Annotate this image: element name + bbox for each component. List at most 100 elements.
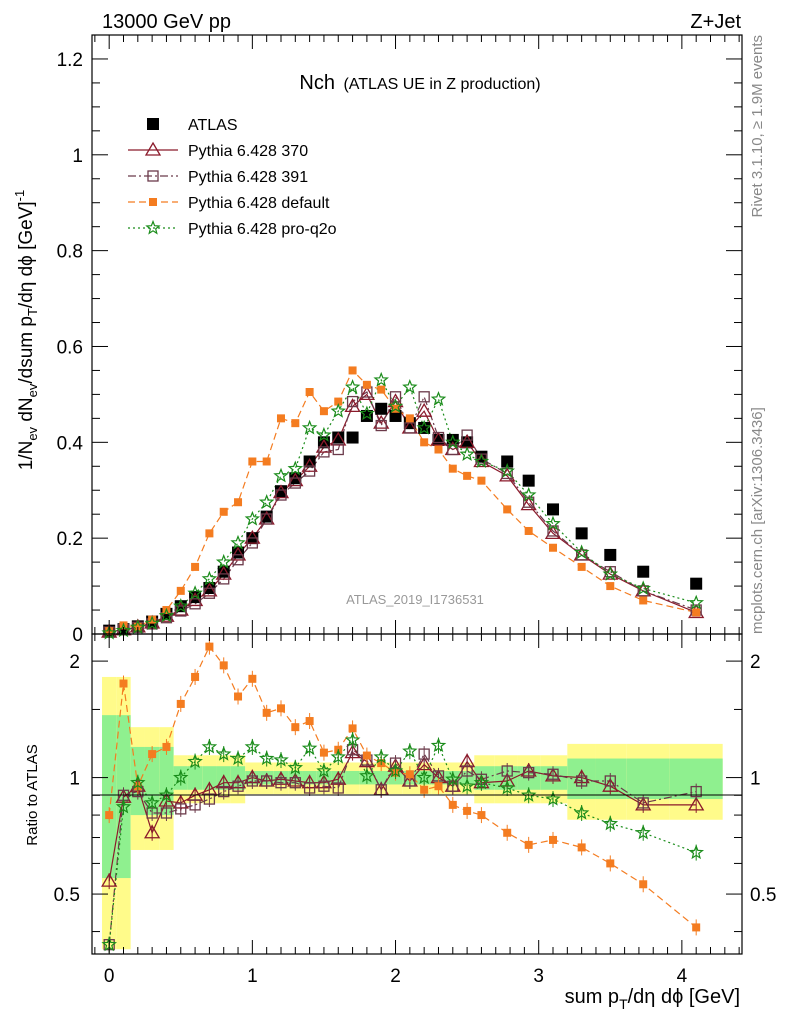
ratio-marker-3-20 [387,762,404,778]
marker-1-18 [358,386,376,401]
y-tick-label-3: 0.6 [57,337,83,358]
ratio-marker-2-12 [276,704,285,713]
marker-2-20 [389,391,402,403]
ratio-marker-2-6 [191,672,200,681]
marker-3-21 [405,414,414,423]
marker-4-14 [301,419,318,435]
ratio-marker-1-32 [637,797,649,809]
band-green-6 [187,766,203,790]
marker-4-17 [344,379,361,394]
line-3 [108,369,697,632]
ratio-marker-3-26 [473,774,490,790]
band-green-17 [345,770,360,785]
marker-0-30 [575,527,588,540]
marker-2-22 [418,391,430,403]
x-tick-label-2: 2 [390,966,401,987]
y-axis-label: 1/Nev dNev/dsum pT/dη dϕ [GeV]-1 [12,190,40,471]
marker-3-32 [639,596,648,605]
marker-2-19 [375,419,387,432]
marker-1-31 [602,565,619,580]
marker-2-8 [218,573,230,585]
marker-2-30 [575,549,588,561]
ratio-marker-2-1 [119,679,128,688]
ratio-marker-3-18 [359,767,375,783]
marker-4-7 [201,570,218,586]
x-tick-label-0: 0 [104,966,115,987]
marker-3-18 [362,380,371,389]
ratio-marker-3-4 [158,787,175,802]
ratio-marker-1-13 [289,777,301,789]
marker-3-25 [463,471,472,480]
marker-0-9 [232,546,245,559]
marker-3-12 [276,414,285,423]
marker-4-31 [602,565,619,581]
ratio-marker-1-28 [523,766,535,779]
marker-3-23 [434,445,443,454]
header-left: 13000 GeV pp [102,11,231,33]
ratio-marker-1-30 [575,775,588,787]
ratio-marker-2-11 [262,708,271,717]
marker-0-16 [332,431,345,444]
marker-3-22 [420,438,429,447]
marker-0-19 [375,402,388,415]
marker-1-13 [287,472,304,487]
marker-1-7 [201,582,218,597]
marker-3-6 [191,562,200,571]
ratio-marker-2-4 [162,742,171,751]
ratio-marker-2-30 [577,843,586,852]
ratio-marker-3-31 [602,815,619,831]
marker-4-15 [316,426,332,442]
ratio-marker-3-11 [258,750,275,766]
ratio-marker-1-31 [604,775,616,787]
ratio-marker-3-10 [244,738,261,754]
ratio-marker-1-15 [318,780,330,792]
ratio-marker-3-3 [144,794,160,810]
marker-3-13 [291,419,300,428]
ratio-marker-3-14 [301,740,318,755]
ratio-marker-1-33 [690,785,702,798]
ratio-marker-2-17 [348,724,357,733]
marker-0-28 [522,474,535,487]
marker-3-10 [248,457,257,466]
ratio-marker-2-18 [362,751,371,760]
marker-3-3 [148,615,157,624]
ratio-marker-3-23 [430,737,447,753]
ratio-marker-2-15 [319,748,328,757]
marker-4-23 [430,391,447,406]
legend: ATLAS Pythia 6.428 370 Pythia 6.428 391 Pyt… [128,117,337,238]
ratio-marker-3-12 [273,751,289,767]
marker-3-30 [577,562,586,571]
marker-4-28 [520,486,537,502]
ratio-marker-3-21 [402,743,418,758]
marker-1-28 [520,496,537,511]
ratio-marker-3-25 [459,778,475,793]
marker-3-29 [549,543,558,552]
marker-4-8 [215,553,232,569]
ratio-marker-1-7 [203,793,216,805]
ratio-marker-2-29 [549,835,558,844]
ratio-marker-3-27 [499,779,515,795]
axis-ticks: 0 1 2 3 4 0 0.2 0.4 0.6 0.8 1 1.2 0.5 0.5 1 1 2 2 [54,35,776,987]
marker-3-5 [176,586,185,595]
ratio-marker-0-33 [688,796,705,811]
series-lines [108,369,697,945]
ratio-marker-1-12 [275,777,287,789]
marker-4-33 [688,594,705,610]
marker-2-13 [289,477,301,489]
marker-4-5 [173,598,189,613]
marker-3-9 [234,498,243,507]
legend-label-0: ATLAS [188,117,238,134]
ratio-marker-0-3 [144,824,161,839]
legend-marker-3 [149,198,157,206]
ratio-marker-2-22 [420,785,429,794]
ratio-marker-2-5 [176,699,185,708]
marker-0-8 [217,565,230,578]
line-2 [109,391,697,633]
ratio-marker-1-6 [189,799,201,811]
marker-0-29 [547,503,560,516]
marker-4-18 [359,405,375,421]
marker-2-14 [303,465,316,477]
marker-2-16 [332,443,344,456]
ratio-marker-3-7 [201,738,218,754]
